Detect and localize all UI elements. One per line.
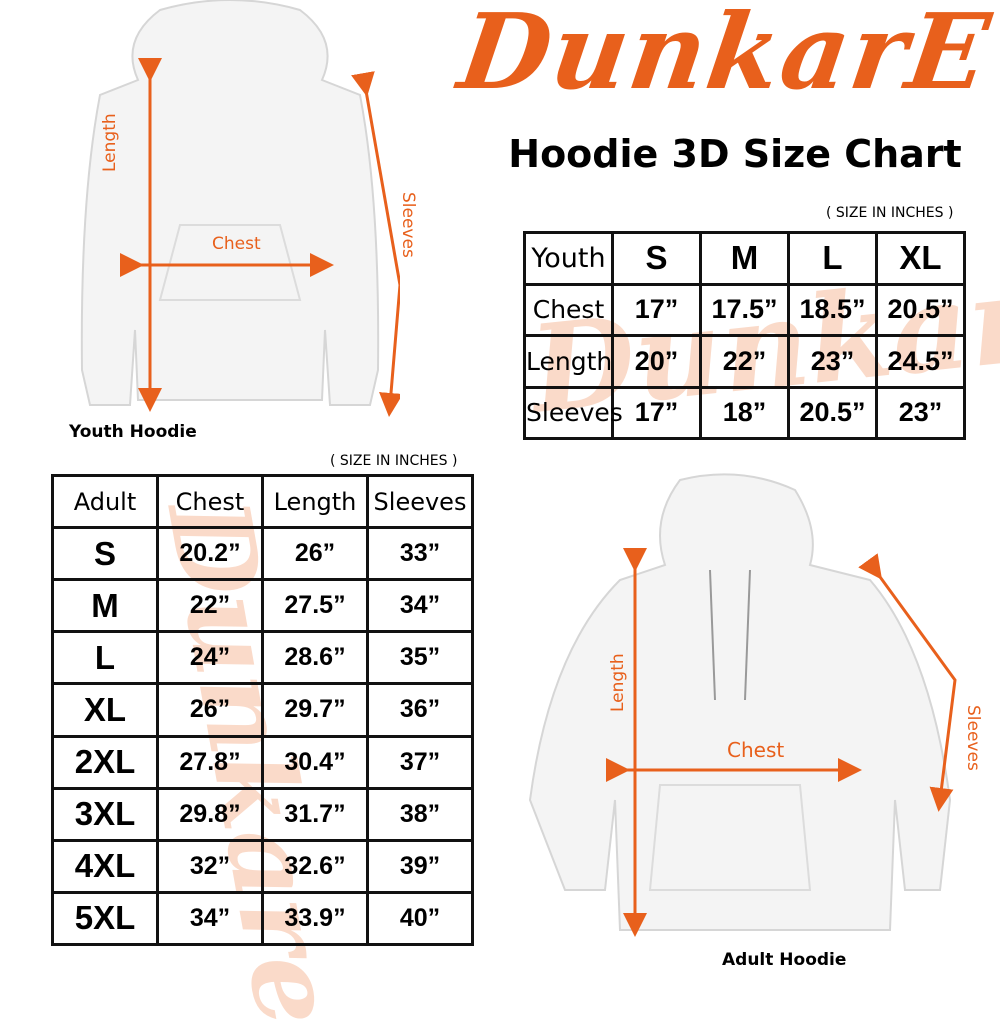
- header-cell: Chest: [156, 473, 264, 530]
- size-value: 34”: [156, 890, 264, 947]
- adult-length-label: Length: [608, 653, 628, 712]
- size-value: 23”: [875, 385, 966, 440]
- table-row: M 22” 27.5” 34”: [51, 578, 474, 634]
- size-value: 27.5”: [261, 578, 369, 634]
- header-row: Youth S M L XL: [523, 231, 966, 286]
- sleeves-arrow: [351, 71, 400, 417]
- size-value: 39”: [366, 838, 474, 894]
- size-value: 18.5”: [787, 282, 878, 337]
- header-row: Adult Chest Length Sleeves: [51, 473, 474, 530]
- table-row: 3XL 29.8” 31.7” 38”: [51, 786, 474, 842]
- size-value: 33.9”: [261, 890, 369, 947]
- size-value: 27.8”: [156, 734, 264, 790]
- row-label: S: [51, 526, 159, 582]
- size-value: 20”: [611, 334, 702, 389]
- table-row: XL 26” 29.7” 36”: [51, 682, 474, 738]
- header-cell: XL: [875, 231, 966, 286]
- youth-size-table: Youth S M L XL Chest 17” 17.5” 18.5” 20.5” Length 2…: [523, 231, 966, 440]
- youth-chest-label: Chest: [212, 234, 261, 254]
- row-label: 4XL: [51, 838, 159, 894]
- row-label: Sleeves: [523, 385, 623, 440]
- size-value: 18”: [699, 385, 790, 440]
- youth-length-label: Length: [100, 113, 120, 172]
- size-value: 17.5”: [699, 282, 790, 337]
- row-label: 2XL: [51, 734, 159, 790]
- row-label: Length: [523, 334, 614, 389]
- table-row: L 24” 28.6” 35”: [51, 630, 474, 686]
- size-value: 36”: [366, 682, 474, 738]
- row-label: 5XL: [51, 890, 159, 947]
- size-value: 23”: [787, 334, 878, 389]
- size-value: 28.6”: [261, 630, 369, 686]
- table-row: 4XL 32” 32.6” 39”: [51, 838, 474, 894]
- row-label: Chest: [523, 282, 614, 337]
- size-value: 22”: [156, 578, 264, 634]
- header-cell: L: [787, 231, 878, 286]
- size-value: 38”: [366, 786, 474, 842]
- size-value: 32”: [156, 838, 264, 894]
- brand-logo: DunkarE: [451, 0, 999, 113]
- youth-unit-note: ( SIZE IN INCHES ): [826, 205, 954, 221]
- size-value: 26”: [156, 682, 264, 738]
- header-cell: Youth: [523, 231, 614, 286]
- row-label: XL: [51, 682, 159, 738]
- size-value: 22”: [699, 334, 790, 389]
- youth-hoodie-image: [80, 0, 400, 417]
- header-cell: S: [611, 231, 702, 286]
- table-row: Sleeves 17” 18” 20.5” 23”: [523, 385, 966, 440]
- youth-caption: Youth Hoodie: [69, 422, 197, 442]
- table-row: Chest 17” 17.5” 18.5” 20.5”: [523, 282, 966, 337]
- size-value: 30.4”: [261, 734, 369, 790]
- size-value: 26”: [261, 526, 369, 582]
- table-row: 2XL 27.8” 30.4” 37”: [51, 734, 474, 790]
- size-value: 20.2”: [156, 526, 264, 582]
- youth-sleeves-label: Sleeves: [398, 192, 418, 258]
- adult-unit-note: ( SIZE IN INCHES ): [330, 453, 458, 469]
- adult-sleeves-label: Sleeves: [963, 705, 983, 771]
- size-value: 24”: [156, 630, 264, 686]
- adult-caption: Adult Hoodie: [722, 950, 847, 970]
- adult-hoodie-image: [528, 473, 957, 937]
- sleeves-arrow: [858, 553, 957, 812]
- size-value: 31.7”: [261, 786, 369, 842]
- table-row: S 20.2” 26” 33”: [51, 526, 474, 582]
- table-row: Length 20” 22” 23” 24.5”: [523, 334, 966, 389]
- size-value: 32.6”: [261, 838, 369, 894]
- adult-size-table: Adult Chest Length Sleeves S 20.2” 26” 33” M 22” 2…: [51, 473, 474, 947]
- row-label: M: [51, 578, 159, 634]
- size-value: 29.8”: [156, 786, 264, 842]
- table-row: 5XL 34” 33.9” 40”: [51, 890, 474, 947]
- size-value: 20.5”: [875, 282, 966, 337]
- size-value: 17”: [611, 282, 702, 337]
- adult-chest-label: Chest: [727, 738, 785, 762]
- page-title: Hoodie 3D Size Chart: [508, 132, 962, 176]
- size-value: 24.5”: [875, 334, 966, 389]
- row-label: L: [51, 630, 159, 686]
- size-value: 40”: [366, 890, 474, 947]
- row-label: 3XL: [51, 786, 159, 842]
- size-value: 29.7”: [261, 682, 369, 738]
- size-value: 34”: [366, 578, 474, 634]
- header-cell: Sleeves: [366, 473, 474, 530]
- size-value: 35”: [366, 630, 474, 686]
- size-value: 17”: [611, 385, 702, 440]
- header-cell: M: [699, 231, 790, 286]
- size-value: 33”: [366, 526, 474, 582]
- header-cell: Length: [261, 473, 369, 530]
- size-value: 20.5”: [787, 385, 878, 440]
- header-cell: Adult: [51, 473, 159, 530]
- size-value: 37”: [366, 734, 474, 790]
